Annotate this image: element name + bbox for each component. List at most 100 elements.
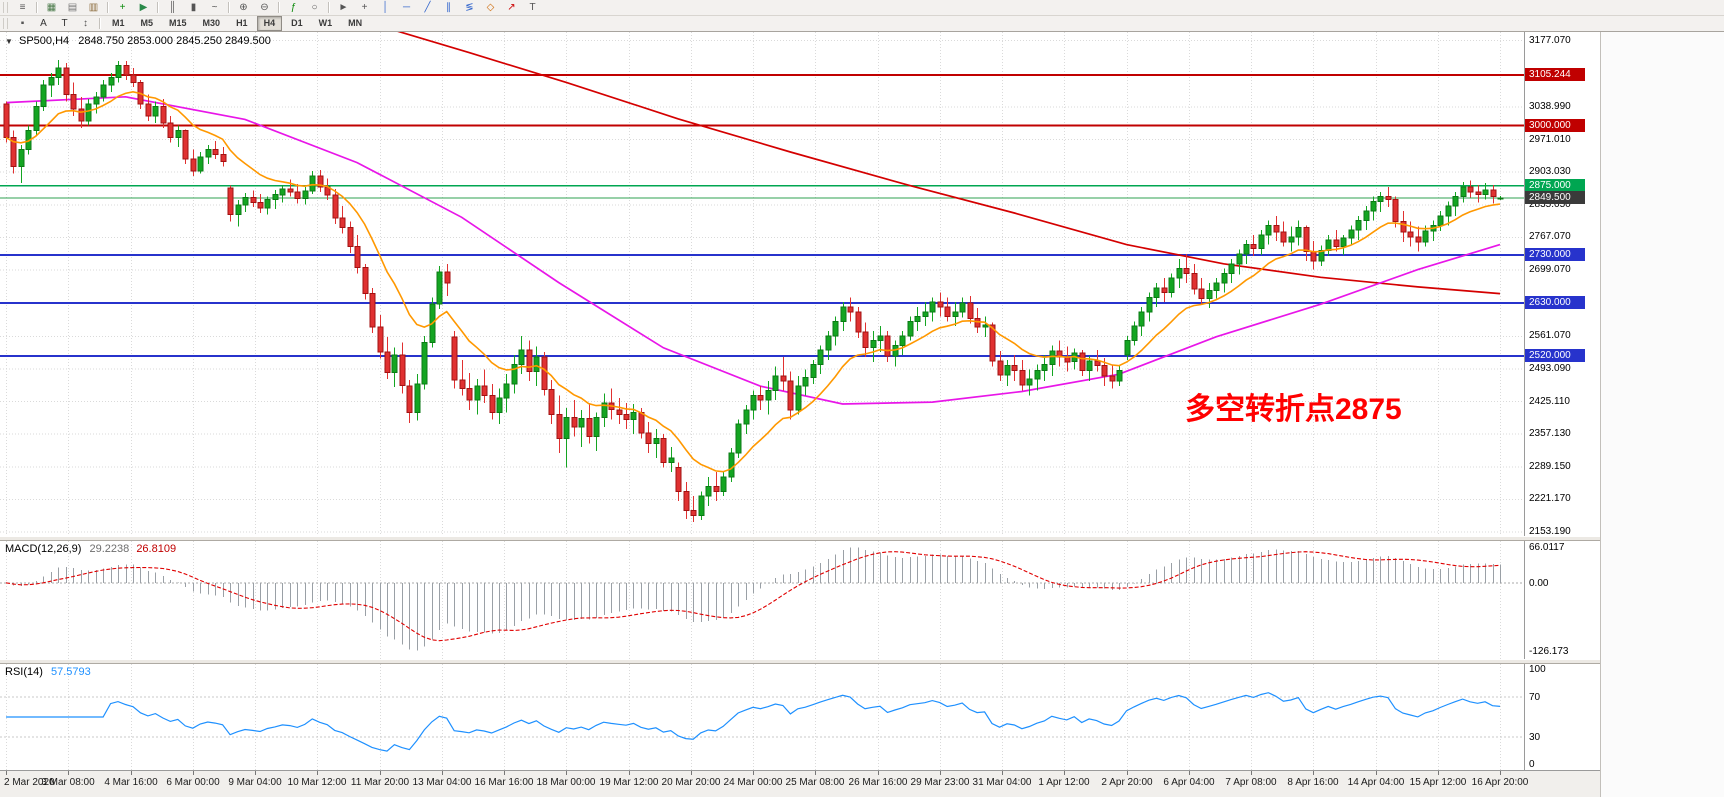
time-axis-label: 7 Apr 08:00: [1225, 777, 1277, 788]
time-axis-label: 20 Mar 20:00: [661, 777, 721, 788]
macd-label: MACD(12,26,9) 29.2238 26.8109: [5, 543, 176, 555]
rsi-value: 57.5793: [50, 666, 91, 678]
arrows-icon[interactable]: ↗: [507, 1, 516, 13]
time-axis-label: 18 Mar 00:00: [536, 777, 596, 788]
time-tick: [1500, 771, 1501, 775]
toolbar-grip[interactable]: [3, 18, 8, 29]
rsi-axis-label: 70: [1529, 692, 1541, 703]
timeframe-mn[interactable]: MN: [348, 18, 363, 28]
trendline-icon[interactable]: ╱: [424, 1, 431, 13]
text-icon[interactable]: T: [529, 1, 536, 13]
time-tick: [691, 771, 692, 775]
shapes-icon[interactable]: ◇: [486, 1, 495, 13]
profiles-icon[interactable]: ▤: [67, 1, 78, 13]
time-tick: [815, 771, 816, 775]
periods-icon[interactable]: ○: [311, 1, 318, 13]
templates-icon[interactable]: ▥: [88, 1, 99, 13]
time-axis-label: 4 Mar 16:00: [104, 777, 158, 788]
price-level-tag: 3105.244: [1525, 68, 1585, 81]
timeframe-m5[interactable]: M5: [140, 18, 154, 28]
timeframe-w1[interactable]: W1: [318, 18, 333, 28]
font-icon[interactable]: A: [40, 17, 47, 29]
macd-plot[interactable]: MACD(12,26,9) 29.2238 26.8109: [0, 541, 1524, 659]
price-axis-label: 2425.110: [1529, 396, 1570, 407]
time-tick: [131, 771, 132, 775]
toolbar-separator: [278, 2, 280, 13]
chart-annotation-text[interactable]: 多空转折点2875: [1185, 393, 1402, 426]
toolbar-grip[interactable]: [3, 2, 8, 13]
candlesticks-icon[interactable]: ▮: [190, 1, 197, 13]
pane-divider-macd[interactable]: [0, 536, 1600, 541]
time-axis-label: 31 Mar 04:00: [972, 777, 1032, 788]
macd-axis[interactable]: 66.0117 0.00 -126.173: [1524, 541, 1600, 659]
toolbars-menu-icon[interactable]: ≡: [19, 1, 26, 13]
time-tick: [1064, 771, 1065, 775]
macd-axis-label: 66.0117: [1529, 542, 1565, 553]
time-axis[interactable]: 2 Mar 2020 3 Mar 08:00 4 Mar 16:00 6 Mar 00…: [0, 770, 1600, 797]
time-axis-label: 26 Mar 16:00: [848, 777, 908, 788]
time-tick: [68, 771, 69, 775]
price-axis-label: 3038.990: [1529, 101, 1571, 112]
zoom-out-icon[interactable]: ⊖: [260, 1, 269, 13]
horizontal-line-icon[interactable]: ─: [402, 1, 411, 13]
time-tick: [255, 771, 256, 775]
time-axis-label: 16 Apr 20:00: [1471, 777, 1529, 788]
fibonacci-icon[interactable]: ≶: [465, 1, 474, 13]
bars-chart-icon[interactable]: ║: [168, 1, 177, 13]
price-axis-label: 2767.070: [1529, 231, 1571, 242]
text-label-icon[interactable]: T: [61, 17, 68, 29]
time-tick: [1376, 771, 1377, 775]
time-tick: [940, 771, 941, 775]
toolbar-separator: [328, 2, 330, 13]
rsi-axis-label: 0: [1529, 759, 1535, 770]
one-click-trading-toggle[interactable]: ▼: [5, 37, 13, 46]
new-chart-icon[interactable]: ▦: [46, 1, 57, 13]
timeframe-m30[interactable]: M30: [202, 18, 221, 28]
time-tick: [442, 771, 443, 775]
time-axis-label: 10 Mar 12:00: [287, 777, 347, 788]
price-axis-label: 2357.130: [1529, 428, 1571, 439]
scale-icon[interactable]: ↕: [83, 17, 88, 29]
macd-signal-value: 26.8109: [136, 543, 177, 555]
time-axis-label: 25 Mar 08:00: [785, 777, 845, 788]
indicators-icon[interactable]: ƒ: [290, 1, 297, 13]
time-axis-label: 2 Mar 2020: [4, 777, 55, 788]
chart-window-icon[interactable]: ▪: [20, 17, 25, 29]
price-plot[interactable]: ▼ SP500,H4 2848.750 2853.000 2845.250 28…: [0, 32, 1524, 536]
rsi-axis[interactable]: 100 70 30 0: [1524, 664, 1600, 770]
time-axis-label: 15 Apr 12:00: [1409, 777, 1467, 788]
timeframe-d1[interactable]: D1: [291, 18, 303, 28]
line-chart-icon[interactable]: ~: [211, 1, 218, 13]
toolbar-row-2: ▪ A T ↕ M1 M5 M15 M30 H1 H4 D1 W1 MN: [0, 16, 1724, 32]
new-order-icon[interactable]: +: [119, 1, 126, 13]
timeframe-m15[interactable]: M15: [169, 18, 187, 28]
time-axis-label: 13 Mar 04:00: [412, 777, 472, 788]
rsi-plot[interactable]: RSI(14) 57.5793: [0, 664, 1524, 770]
vertical-line-icon[interactable]: │: [382, 1, 389, 13]
time-axis-label: 6 Apr 04:00: [1163, 777, 1215, 788]
time-tick: [1438, 771, 1439, 775]
time-tick: [629, 771, 630, 775]
time-axis-label: 29 Mar 23:00: [910, 777, 970, 788]
time-tick: [1189, 771, 1190, 775]
price-level-tag: 2875.000: [1525, 179, 1585, 192]
cursor-icon[interactable]: ►: [338, 1, 349, 13]
macd-main-value: 29.2238: [89, 543, 130, 555]
price-axis-label: 2835.050: [1529, 199, 1571, 210]
time-tick: [878, 771, 879, 775]
channel-icon[interactable]: ∥: [446, 1, 451, 13]
ohlc-values: 2848.750 2853.000 2845.250 2849.500: [78, 35, 271, 47]
price-axis-label: 2699.070: [1529, 264, 1571, 275]
zoom-in-icon[interactable]: ⊕: [239, 1, 248, 13]
timeframe-m1[interactable]: M1: [112, 18, 125, 28]
pane-divider-rsi[interactable]: [0, 659, 1600, 664]
timeframe-h1[interactable]: H1: [236, 18, 248, 28]
crosshair-icon[interactable]: +: [361, 1, 368, 13]
autotrading-icon[interactable]: ▶: [139, 1, 148, 13]
time-tick: [504, 771, 505, 775]
timeframe-h4[interactable]: H4: [256, 16, 283, 31]
current-price-tag: 2849.500: [1525, 191, 1585, 204]
time-tick: [753, 771, 754, 775]
time-tick: [1127, 771, 1128, 775]
price-axis[interactable]: 3177.070 3038.990 2971.010 2903.030 2835.050…: [1524, 32, 1600, 536]
